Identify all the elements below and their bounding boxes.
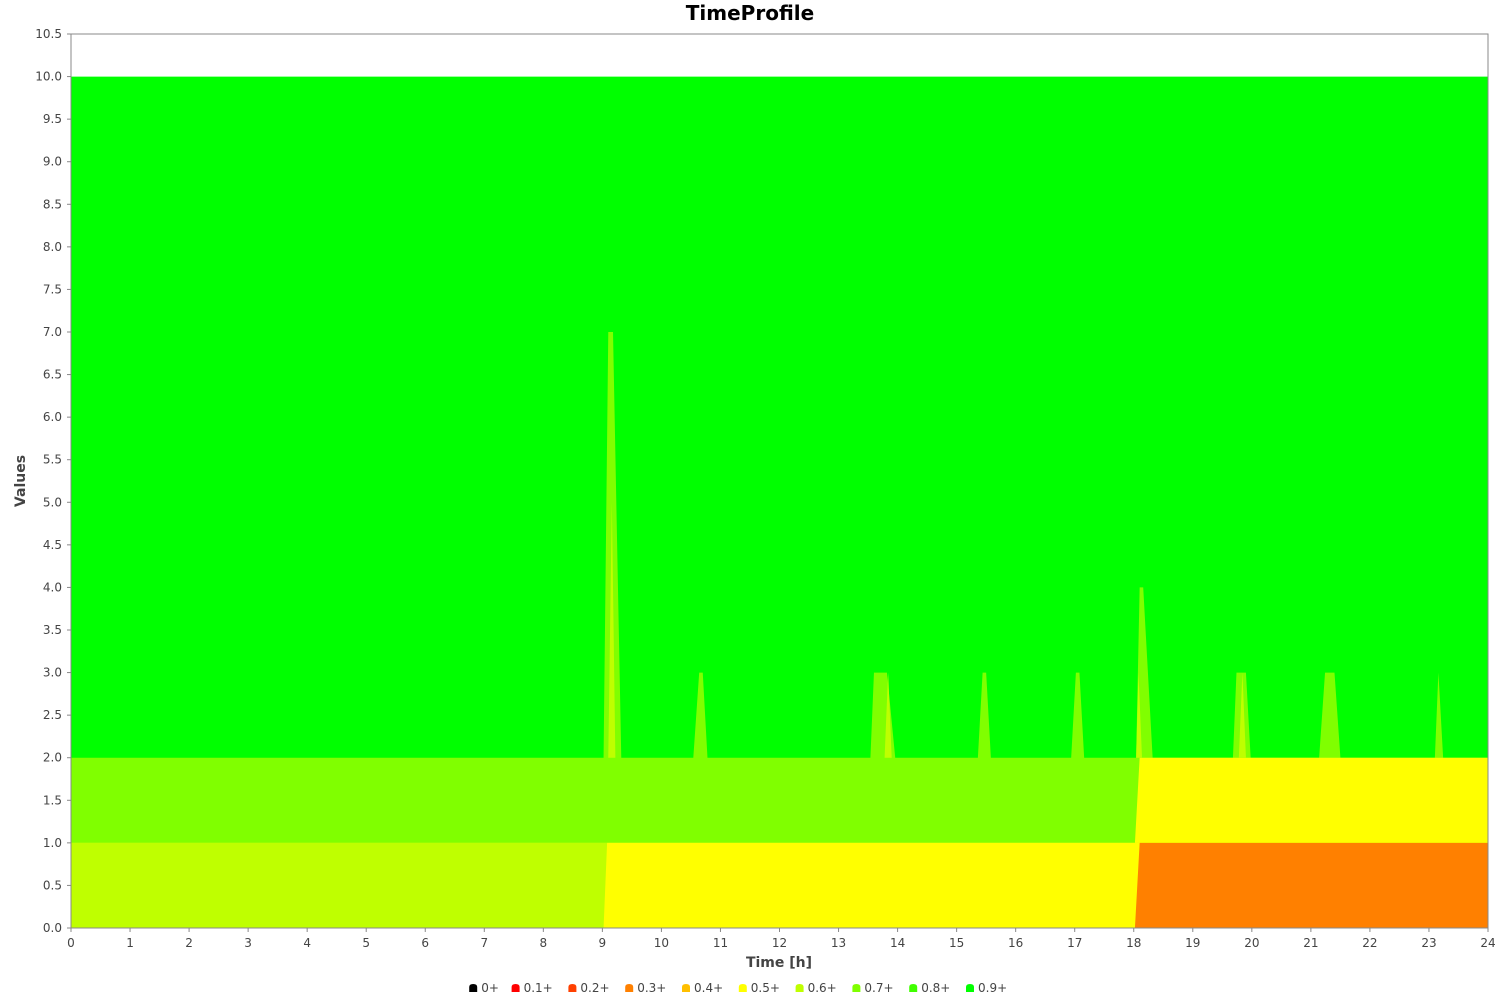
area-band-5 [71,842,1488,928]
legend-item: 0.5+ [738,981,780,995]
y-tick-label: 6.0 [43,410,62,424]
x-tick-label: 13 [831,936,846,950]
legend-swatch [511,984,520,992]
x-tick-label: 10 [654,936,669,950]
legend-swatch [568,984,577,992]
x-tick-label: 5 [362,936,370,950]
y-tick-label: 0.5 [43,878,62,892]
legend-item: 0+ [469,981,499,995]
x-tick-label: 22 [1362,936,1377,950]
legend-swatch [625,984,634,992]
y-tick-label: 4.0 [43,580,62,594]
legend-swatch [795,984,804,992]
x-tick-label: 1 [126,936,134,950]
legend-label: 0.3+ [637,981,666,995]
legend-label: 0.2+ [580,981,609,995]
spike-0 [608,502,616,758]
spike-2 [1136,672,1143,758]
area-band-1 [71,332,1488,928]
x-tick-label: 21 [1303,936,1318,950]
x-tick-label: 20 [1244,936,1259,950]
x-tick-label: 7 [480,936,488,950]
legend-swatch [469,984,478,992]
legend-item: 0.3+ [625,981,666,995]
x-tick-label: 2 [185,936,193,950]
x-tick-label: 18 [1126,936,1141,950]
y-tick-label: 4.5 [43,538,62,552]
legend-label: 0.7+ [864,981,893,995]
x-tick-label: 11 [713,936,728,950]
legend-label: 0.1+ [524,981,553,995]
legend-swatch [966,984,974,992]
x-tick-label: 3 [244,936,252,950]
legend-item: 0.7+ [852,981,894,995]
spike-1 [884,672,892,758]
y-tick-label: 0.0 [43,921,62,935]
area-bands [71,76,1488,928]
y-tick-label: 7.0 [43,325,62,339]
y-tick-label: 9.5 [43,112,62,126]
legend-swatch [852,984,861,992]
x-tick-label: 24 [1480,936,1495,950]
area-band-4 [71,842,1488,928]
legend: 0+ 0.1+ 0.2+ 0.3+ 0.4+ 0.5+ 0.6+ 0.7+ 0.8+ 0.9+ [469,981,1007,995]
legend-item: 0.8+ [909,981,950,995]
legend-item: 0.9+ [966,981,1007,995]
x-tick-label: 14 [890,936,905,950]
x-tick-label: 17 [1067,936,1082,950]
legend-label: 0.8+ [921,981,950,995]
legend-item: 0.1+ [511,981,553,995]
legend-label: 0.6+ [808,981,837,995]
legend-swatch [682,984,690,992]
x-tick-label: 19 [1185,936,1200,950]
y-tick-label: 3.0 [43,666,62,680]
x-tick-label: 6 [421,936,429,950]
y-tick-label: 7.5 [43,282,62,296]
y-tick-label: 9.0 [43,155,62,169]
y-tick-label: 5.0 [43,495,62,509]
legend-label: 0.4+ [694,981,723,995]
y-tick-label: 6.5 [43,368,62,382]
x-axis-title: Time [h] [746,955,812,971]
legend-label: 0+ [481,981,499,995]
chart-title: TimeProfile [686,1,814,25]
y-tick-label: 1.0 [43,836,62,850]
y-axis-title: Values [13,455,29,507]
y-tick-label: 10.0 [35,70,62,84]
y-tick-label: 8.0 [43,240,62,254]
y-tick-label: 5.5 [43,453,62,467]
legend-item: 0.6+ [795,981,837,995]
legend-swatch [909,984,918,992]
y-tick-label: 2.5 [43,708,62,722]
x-tick-label: 12 [772,936,787,950]
x-tick-label: 15 [949,936,964,950]
legend-swatch [738,984,747,992]
x-tick-label: 4 [303,936,311,950]
secondary-spikes [608,502,1246,758]
y-tick-label: 3.5 [43,623,62,637]
x-tick-label: 0 [67,936,75,950]
x-tick-label: 8 [540,936,548,950]
y-axis: 0.0 0.5 1.0 1.5 2.0 2.5 3.0 3.5 4.0 4.5 5.0 5.5 6.0 6… [35,27,72,935]
legend-label: 0.5+ [751,981,780,995]
spike-3 [1238,672,1246,758]
y-tick-label: 1.5 [43,793,62,807]
y-tick-label: 10.5 [35,27,62,41]
x-tick-label: 16 [1008,936,1023,950]
x-tick-label: 23 [1421,936,1436,950]
area-band-0 [71,76,1488,928]
x-tick-label: 9 [599,936,607,950]
x-axis: 0 1 2 3 4 5 6 7 8 9 10 11 12 13 14 15 16 17 18 19 20 21 22 23 24 [67,927,1496,950]
y-tick-label: 2.0 [43,751,62,765]
legend-item: 0.4+ [682,981,723,995]
legend-label: 0.9+ [978,981,1007,995]
y-tick-label: 8.5 [43,197,62,211]
legend-item: 0.2+ [568,981,610,995]
